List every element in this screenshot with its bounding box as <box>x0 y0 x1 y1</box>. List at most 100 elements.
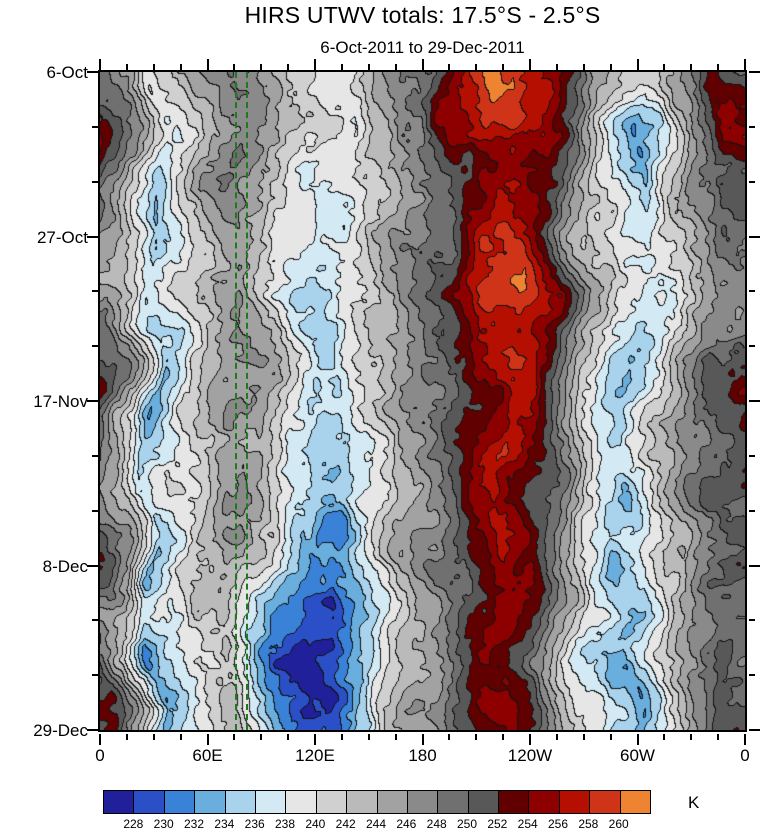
axis-tick <box>394 734 397 740</box>
axis-tick <box>582 734 585 740</box>
y-tick-label: 6-Oct <box>46 63 88 82</box>
colorbar-cell <box>590 791 621 813</box>
axis-tick <box>744 59 746 70</box>
axis-tick <box>340 64 343 70</box>
axis-tick <box>87 71 98 73</box>
axis-tick <box>206 59 209 70</box>
axis-tick <box>87 235 98 238</box>
axis-tick <box>92 345 98 348</box>
axis-tick <box>92 674 98 677</box>
axis-tick <box>749 180 755 183</box>
axis-tick <box>367 734 370 740</box>
x-tick-label: 120E <box>295 746 335 765</box>
axis-tick <box>749 674 755 677</box>
axis-tick <box>749 345 755 348</box>
axis-tick <box>609 64 612 70</box>
axis-tick <box>502 734 505 740</box>
colorbar-cell <box>620 791 651 813</box>
axis-tick <box>152 734 155 740</box>
axis-tick <box>233 64 236 70</box>
x-tick-label: 0 <box>740 746 750 765</box>
axis-tick <box>367 64 370 70</box>
axis-tick <box>749 71 760 73</box>
colorbar-cell <box>164 791 196 813</box>
axis-tick <box>448 734 451 740</box>
colorbar-tick-label: 246 <box>396 817 417 830</box>
plot-area <box>98 70 747 732</box>
axis-tick <box>152 64 155 70</box>
axis-tick <box>744 734 746 745</box>
colorbar-tick-label: 258 <box>578 817 599 830</box>
axis-tick <box>287 64 290 70</box>
y-tick-label: 8-Dec <box>42 556 88 576</box>
colorbar-tick-label: 250 <box>456 817 478 830</box>
axis-tick <box>749 454 755 457</box>
axis-tick <box>92 454 98 457</box>
axis-tick <box>179 734 182 740</box>
axis-tick <box>87 400 98 402</box>
colorbar-cell <box>347 791 378 813</box>
axis-tick <box>87 729 98 731</box>
axis-tick <box>717 734 720 740</box>
y-tick-label: 29-Dec <box>33 721 88 740</box>
colorbar-tick-label: 228 <box>123 817 144 830</box>
reference-line <box>235 72 238 730</box>
colorbar-cell <box>134 791 165 813</box>
axis-tick <box>582 64 585 70</box>
axis-tick <box>92 125 98 128</box>
x-tick-label: 120W <box>507 746 553 765</box>
colorbar-cell <box>407 791 439 813</box>
axis-tick <box>92 619 98 622</box>
colorbar-cell <box>195 791 226 813</box>
colorbar-cell <box>559 791 591 813</box>
axis-tick <box>749 400 760 402</box>
axis-tick <box>609 734 612 740</box>
axis-tick <box>179 64 182 70</box>
colorbar-cell <box>316 791 348 813</box>
axis-tick <box>663 734 666 740</box>
axis-tick <box>529 734 531 745</box>
y-tick-label: 27-Oct <box>36 227 88 247</box>
colorbar-tick-label: 242 <box>335 817 356 830</box>
axis-tick <box>92 290 98 293</box>
colorbar-tick-label: 236 <box>244 817 265 830</box>
colorbar-cell <box>225 791 256 813</box>
axis-tick <box>421 734 424 745</box>
axis-tick <box>125 734 128 740</box>
axis-tick <box>636 59 639 70</box>
colorbar-tick-label: 232 <box>183 817 205 830</box>
chart-subtitle: 6-Oct-2011 to 29-Dec-2011 <box>320 38 525 57</box>
axis-tick <box>717 64 720 70</box>
axis-tick <box>287 734 290 740</box>
axis-tick <box>314 59 316 70</box>
axis-tick <box>233 734 236 740</box>
axis-tick <box>340 734 343 740</box>
colorbar-tick-label: 244 <box>365 817 387 830</box>
axis-tick <box>749 564 760 567</box>
axis-tick <box>206 734 209 745</box>
colorbar-tick-label: 254 <box>517 817 538 830</box>
axis-tick <box>92 180 98 183</box>
axis-tick <box>92 509 98 512</box>
axis-tick <box>690 64 693 70</box>
colorbar-cell <box>255 791 287 813</box>
axis-tick <box>87 564 98 567</box>
x-tick-label: 60W <box>620 746 655 765</box>
axis-tick <box>475 734 478 740</box>
axis-tick <box>529 59 531 70</box>
colorbar-tick-label: 230 <box>153 817 174 830</box>
contour-field-canvas <box>100 72 745 730</box>
y-tick-label: 17-Nov <box>33 392 88 411</box>
axis-tick <box>749 509 755 512</box>
colorbar-cell <box>377 791 408 813</box>
colorbar <box>103 790 651 814</box>
colorbar-cell <box>438 791 469 813</box>
axis-tick <box>125 64 128 70</box>
axis-tick <box>663 64 666 70</box>
colorbar-tick-label: 256 <box>547 817 569 830</box>
colorbar-tick-label: 238 <box>274 817 296 830</box>
axis-tick <box>421 59 424 70</box>
colorbar-cell <box>499 791 530 813</box>
colorbar-tick-label: 260 <box>608 817 629 830</box>
